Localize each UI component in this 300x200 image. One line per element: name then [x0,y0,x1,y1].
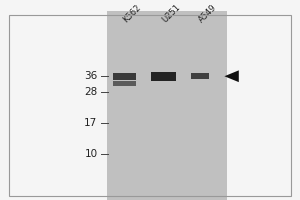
Text: 10: 10 [84,149,98,159]
Bar [190,73,208,79]
Bar [151,72,176,81]
Bar [113,73,136,80]
Bar [113,81,136,86]
Polygon shape [224,70,239,82]
Text: 28: 28 [84,87,98,97]
Text: A549: A549 [196,3,218,24]
Text: K562: K562 [122,3,143,24]
Bar [106,11,226,200]
Text: U251: U251 [160,2,182,24]
Text: 36: 36 [84,71,98,81]
Text: 17: 17 [84,118,98,128]
